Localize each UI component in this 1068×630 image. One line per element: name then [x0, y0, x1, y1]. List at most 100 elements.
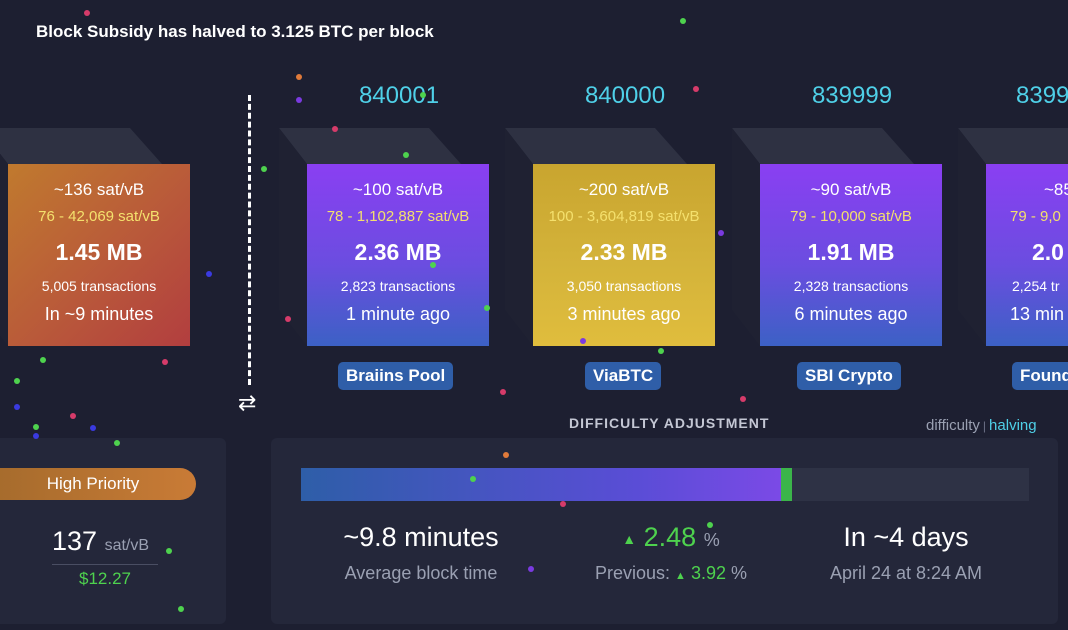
difficulty-change-unit: % — [703, 530, 720, 550]
confetti-dot — [403, 152, 409, 158]
block-time: In ~9 minutes — [44, 304, 154, 324]
confetti-dot — [718, 230, 724, 236]
confetti-dot — [658, 348, 664, 354]
block-time: 13 min — [1010, 304, 1065, 324]
confetti-dot — [33, 433, 39, 439]
toggle-difficulty[interactable]: difficulty — [926, 417, 980, 434]
block-fee-range: 76 - 42,069 sat/vB — [38, 208, 160, 225]
block-time: 6 minutes ago — [794, 304, 908, 324]
swap-icon[interactable]: ⇄ — [238, 390, 257, 415]
confetti-dot — [740, 396, 746, 402]
block-height[interactable]: 840000 — [584, 82, 666, 109]
confetti-dot — [470, 476, 476, 482]
fee-rate-value: 137 — [52, 526, 98, 556]
block-fee-range: 79 - 10,000 sat/vB — [790, 208, 912, 225]
confetti-dot — [14, 404, 20, 410]
block-size: 1.91 MB — [807, 239, 895, 265]
average-block-time-value: ~9.8 minutes — [343, 522, 499, 552]
fee-usd: $12.27 — [52, 564, 158, 589]
pool-badge-viabtc[interactable]: ViaBTC — [585, 362, 662, 390]
block-8399xx[interactable]: 8399 ~85 79 - 9,0 2.0 2,254 tr 13 min — [958, 82, 1068, 352]
confetti-dot — [296, 97, 302, 103]
average-block-time: ~9.8 minutes Average block time — [331, 522, 511, 584]
difficulty-panel: ~9.8 minutes Average block time ▲ 2.48 %… — [271, 438, 1058, 624]
confetti-dot — [680, 18, 686, 24]
block-size: 2.0 — [1032, 239, 1064, 265]
fee-rate: 137 sat/vB — [52, 526, 149, 557]
up-arrow-icon: ▲ — [675, 570, 686, 582]
confetti-dot — [162, 359, 168, 365]
block-fee-range: 78 - 1,102,887 sat/vB — [326, 208, 470, 225]
block-tx-count: 2,328 transactions — [793, 278, 909, 294]
up-arrow-icon: ▲ — [622, 530, 637, 547]
confetti-dot — [580, 338, 586, 344]
halving-banner: Block Subsidy has halved to 3.125 BTC pe… — [36, 22, 434, 41]
previous-change-value: 3.92 — [690, 563, 726, 583]
block-840001[interactable]: 840001 ~100 sat/vB 78 - 1,102,887 sat/vB… — [279, 82, 489, 352]
next-adjustment: In ~4 days April 24 at 8:24 AM — [811, 522, 1001, 584]
average-block-time-label: Average block time — [344, 563, 498, 583]
block-time: 1 minute ago — [345, 304, 451, 324]
confetti-dot — [33, 424, 39, 430]
confetti-dot — [114, 440, 120, 446]
confetti-dot — [206, 271, 212, 277]
confetti-dot — [40, 357, 46, 363]
block-size: 2.33 MB — [580, 239, 668, 265]
confetti-dot — [503, 452, 509, 458]
pool-badge-braiins[interactable]: Braiins Pool — [338, 362, 454, 390]
high-priority-label: High Priority — [0, 468, 196, 500]
confetti-dot — [178, 606, 184, 612]
block-tx-count: 3,050 transactions — [566, 278, 682, 294]
fee-rate-unit: sat/vB — [104, 537, 150, 554]
confetti-dot — [707, 522, 713, 528]
toggle-separator: | — [982, 419, 987, 433]
next-adjustment-date: April 24 at 8:24 AM — [829, 563, 983, 583]
mempool-divider — [248, 95, 251, 385]
difficulty-change-value: 2.48 — [643, 522, 697, 552]
confetti-dot — [261, 166, 267, 172]
block-tx-count: 2,823 transactions — [340, 278, 456, 294]
block-height[interactable]: 8399 — [1016, 82, 1068, 109]
confetti-dot — [285, 316, 291, 322]
previous-label: Previous: — [594, 563, 671, 583]
confetti-dot — [296, 74, 302, 80]
confetti-dot — [528, 566, 534, 572]
block-839999[interactable]: 839999 ~90 sat/vB 79 - 10,000 sat/vB 1.9… — [732, 82, 942, 352]
block-height[interactable]: 840001 — [358, 82, 440, 109]
confetti-dot — [560, 501, 566, 507]
block-fee: ~136 sat/vB — [53, 180, 145, 199]
block-fee-range: 100 - 3,604,819 sat/vB — [548, 208, 700, 225]
confetti-dot — [166, 548, 172, 554]
confetti-dot — [90, 425, 96, 431]
confetti-dot — [332, 126, 338, 132]
difficulty-progress-marker — [781, 468, 793, 501]
block-fee: ~100 sat/vB — [352, 180, 444, 199]
confetti-dot — [420, 92, 426, 98]
confetti-dot — [693, 86, 699, 92]
confetti-dot — [430, 262, 436, 268]
next-adjustment-eta: In ~4 days — [843, 522, 969, 552]
toggle-halving[interactable]: halving — [989, 417, 1037, 434]
confetti-dot — [70, 413, 76, 419]
difficulty-title: DIFFICULTY ADJUSTMENT — [569, 415, 770, 431]
previous-change-unit: % — [731, 563, 748, 583]
difficulty-progress-bar — [301, 468, 1029, 501]
confetti-dot — [84, 10, 90, 16]
confetti-dot — [500, 389, 506, 395]
confetti-dot — [14, 378, 20, 384]
block-height[interactable]: 839999 — [811, 82, 893, 109]
block-fee: ~90 sat/vB — [810, 180, 892, 199]
pool-badge-sbi-crypto[interactable]: SBI Crypto — [797, 362, 901, 390]
block-time: 3 minutes ago — [567, 304, 681, 324]
difficulty-change: ▲ 2.48 % Previous: ▲ 3.92 % — [571, 522, 771, 584]
block-tx-count: 2,254 tr — [1012, 278, 1060, 294]
mempool-block[interactable]: ~136 sat/vB 76 - 42,069 sat/vB 1.45 MB 5… — [0, 0, 190, 346]
pool-badge-foundry[interactable]: Found — [1012, 362, 1068, 390]
fees-panel: High Priority 137 sat/vB $12.27 — [0, 438, 226, 624]
difficulty-progress-fill — [301, 468, 782, 501]
block-size: 2.36 MB — [354, 239, 442, 265]
block-fee-range: 79 - 9,0 — [1010, 208, 1061, 225]
block-fee: ~85 — [1044, 180, 1068, 199]
block-fee: ~200 sat/vB — [578, 180, 670, 199]
block-840000[interactable]: 840000 ~200 sat/vB 100 - 3,604,819 sat/v… — [505, 82, 715, 352]
